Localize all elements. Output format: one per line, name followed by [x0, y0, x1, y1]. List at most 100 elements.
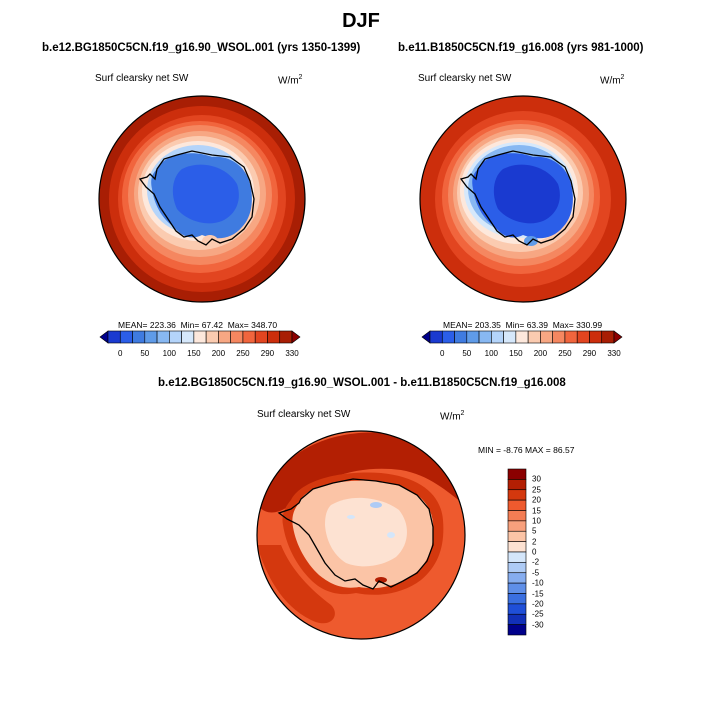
panel1-colorbar-tick-label: 150	[187, 349, 201, 358]
panel2-units-base: W/m	[600, 75, 621, 87]
panel2-interior-fill	[493, 164, 560, 224]
panel2-colorbar-tick-label: 250	[558, 349, 572, 358]
panel3-colorbar-cell	[507, 520, 527, 532]
panel3-min-value: -8.76	[503, 445, 523, 455]
panel2-colorbar-cell	[601, 330, 615, 344]
panel2-variable-label: Surf clearsky net SW	[418, 73, 512, 84]
panel3-colorbar-cell	[507, 551, 527, 563]
panel3-negative-patch-1	[370, 502, 382, 508]
panel1-colorbar-cell	[279, 330, 293, 344]
panel3-map-border	[256, 430, 466, 640]
panel1-map-border	[98, 95, 306, 303]
panel1-colorbar-cell	[156, 330, 170, 344]
panel3-colorbar-svg	[507, 468, 527, 636]
panel2-mean-label: MEAN=	[443, 320, 473, 330]
panel1-colorbar-cell	[242, 330, 256, 344]
panel1-colorbar-svg	[99, 330, 301, 344]
panel2-stats: MEAN= 203.35 Min= 63.39 Max= 330.99	[443, 320, 602, 330]
panel1-variable-label: Surf clearsky net SW	[95, 73, 189, 84]
panel1-colorbar-cell	[169, 330, 182, 344]
panel3-colorbar-tick-label: 25	[532, 485, 541, 495]
panel3-colorbar-cell	[507, 593, 527, 605]
panel3-min-label: MIN =	[478, 445, 501, 455]
panel1-colorbar-tick-label: 100	[162, 349, 177, 358]
panel1-max-label: Max=	[227, 320, 249, 330]
panel3-colorbar-cell	[507, 582, 527, 594]
panel2-colorbar-cell	[527, 330, 541, 344]
panel3-colorbar-cell	[507, 479, 527, 491]
panel1-colorbar-overflow	[291, 330, 301, 344]
panel2-mean-value: 203.35	[474, 320, 501, 330]
panel1-units-base: W/m	[278, 75, 299, 87]
panel2-colorbar-cell	[478, 330, 492, 344]
panel3-colorbar-tick-label: 30	[532, 474, 541, 484]
panel3-colorbar-cell	[507, 530, 527, 542]
panel1-colorbar-cell	[107, 330, 121, 344]
panel2-map	[419, 95, 627, 303]
panel3-colorbar-tick-label: 10	[532, 516, 541, 526]
panel1-max-value: 348.70	[251, 320, 278, 330]
panel2-colorbar-cell	[429, 330, 443, 344]
panel2-colorbar-tick-label: 150	[509, 349, 523, 358]
panel1-colorbar-tick-label: 330	[285, 349, 299, 358]
panel2-colorbar-underflow	[421, 330, 431, 344]
panel3-colorbar-tick-label: -5	[532, 568, 540, 578]
panel2-colorbar-tick-label: 290	[582, 349, 597, 358]
panel3-coastline	[277, 478, 434, 590]
panel2-units-exp: 2	[620, 74, 625, 81]
panel3-title: b.e12.BG1850C5CN.f19_g16.90_WSOL.001 - b…	[158, 377, 566, 389]
panel2-colorbar-cell	[552, 330, 566, 344]
panel1-stats: MEAN= 223.36 Min= 67.42 Max= 348.70	[118, 320, 277, 330]
panel3-colorbar-cell	[507, 541, 527, 553]
panel3-colorbar-tick-label: -20	[532, 599, 544, 609]
panel1-mean-value: 223.36	[149, 320, 176, 330]
panel2-colorbar-cell	[515, 330, 529, 344]
panel1-colorbar-cell	[144, 330, 158, 344]
panel2-colorbar-cell	[564, 330, 578, 344]
panel3-negative-patch-3	[387, 532, 395, 538]
panel3-band-north	[257, 432, 465, 513]
panel2-colorbar-overflow	[613, 330, 623, 344]
panel3-colorbar-tick-label: 5	[532, 526, 537, 536]
figure-title: DJF	[342, 10, 380, 32]
panel3-colorbar-tick-label: -10	[532, 578, 544, 588]
panel3-colorbar-tick-label: 0	[532, 547, 537, 557]
panel1-colorbar-tick-label: 50	[140, 349, 150, 358]
panel3-max-value: 86.57	[553, 445, 575, 455]
panel3-colorbar-tick-label: 15	[532, 506, 541, 515]
panel2-colorbar-cell	[503, 330, 517, 344]
panel2-min-label: Min=	[505, 320, 525, 330]
panel2-max-value: 330.99	[576, 320, 603, 330]
panel2-colorbar-tick-label: 100	[484, 349, 499, 358]
panel3-colorbar-cell	[507, 624, 527, 636]
panel2-colorbar-cell	[576, 330, 590, 344]
panel3-interior-fill	[325, 497, 407, 567]
panel3-colorbar-cell	[507, 562, 527, 574]
panel2-colorbar-svg	[421, 330, 623, 344]
panel1-colorbar-tick-label: 200	[211, 349, 226, 358]
panel1-colorbar-underflow	[99, 330, 109, 344]
panel3-colorbar-tick-label: -25	[532, 609, 544, 619]
panel1-colorbar-cell	[119, 330, 133, 344]
panel1-min-value: 67.42	[201, 320, 223, 330]
panel1-interior-fill	[172, 164, 239, 224]
panel3-negative-patch-2	[347, 515, 355, 519]
panel1-colorbar: 0 50 100 150 200 250 290 330	[99, 330, 301, 361]
panel2-colorbar-tick-label: 50	[462, 349, 472, 358]
panel3-units-base: W/m	[440, 411, 461, 423]
panel2-colorbar-tick-label: 0	[440, 349, 445, 358]
panel3-colorbar-tick-label: 20	[532, 495, 541, 505]
panel3-colorbar-tick-label: -2	[532, 557, 540, 567]
panel1-min-label: Min=	[180, 320, 200, 330]
panel1-colorbar-cell	[181, 330, 195, 344]
panel2-colorbar-cell	[589, 330, 603, 344]
panel2-colorbar-cell	[441, 330, 455, 344]
panel2-colorbar-cell	[454, 330, 468, 344]
panel3-colorbar-tick-label: -30	[532, 620, 544, 630]
panel3-map	[256, 430, 466, 640]
panel3-colorbar-cell	[507, 572, 527, 584]
panel1-colorbar-tick-label: 290	[260, 349, 275, 358]
panel2-min-value: 63.39	[526, 320, 548, 330]
panel3-colorbar-cell	[507, 489, 527, 501]
panel2-coastline	[459, 150, 576, 246]
